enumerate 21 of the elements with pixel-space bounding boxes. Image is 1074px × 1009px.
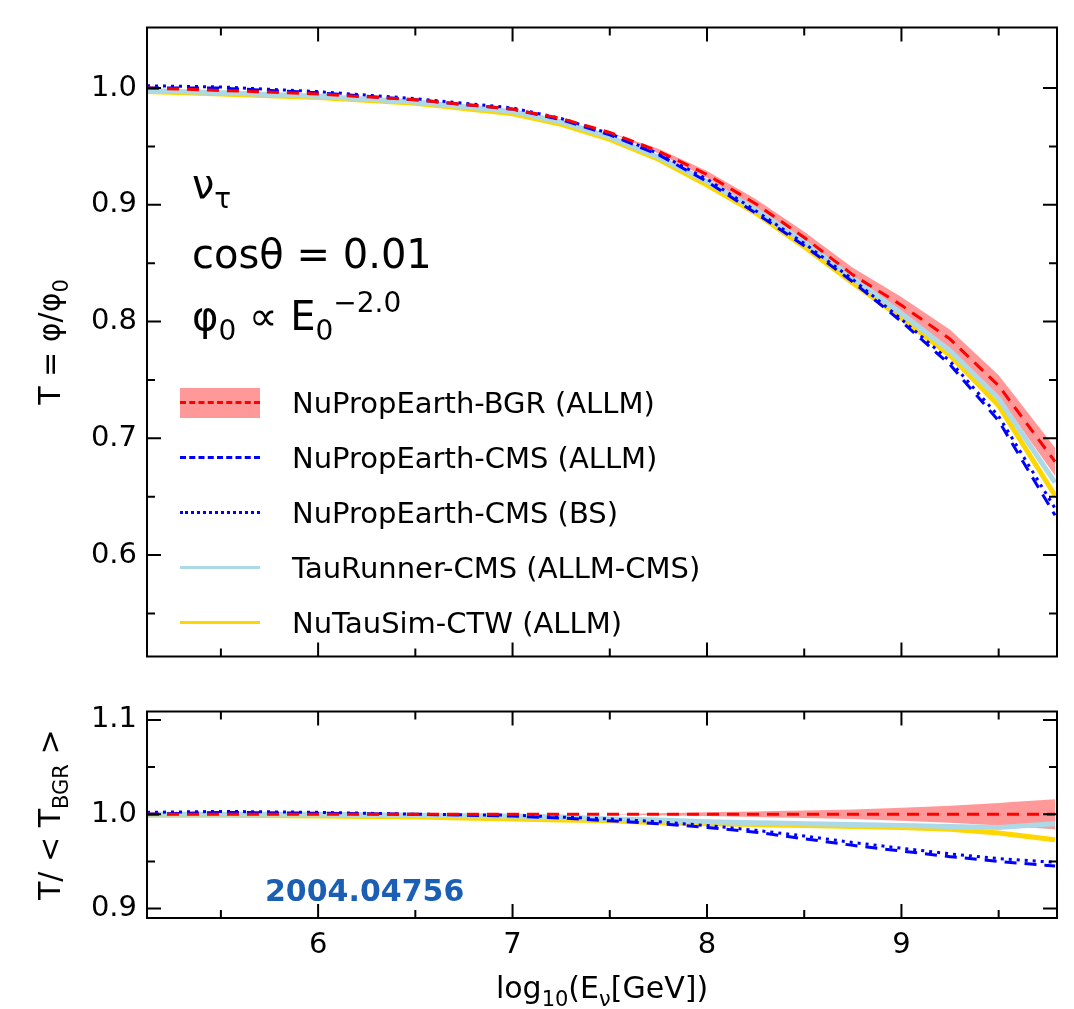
legend-label: NuPropEarth-BGR (ALLM) [292,385,655,420]
y-tick-label: 0.6 [90,535,137,570]
y-tick-label: 0.8 [90,302,137,337]
annotation: cosθ = 0.01 [192,231,432,277]
legend-label: NuPropEarth-CMS (ALLM) [292,440,658,475]
y-tick-label: 0.9 [90,889,137,924]
y-axis-title: T = φ/φ0 [32,279,73,406]
x-tick-label: 9 [892,925,911,960]
legend-label: NuPropEarth-CMS (BS) [292,495,619,530]
legend-label: TauRunner-CMS (ALLM-CMS) [292,550,701,585]
y-tick-label: 1.1 [90,700,137,735]
y-tick-label: 1.0 [90,68,137,103]
y-axis-title: T/ < TBGR > [32,729,73,901]
x-tick-label: 6 [308,925,328,960]
y-tick-label: 1.0 [90,794,137,829]
x-tick-label: 8 [697,925,717,960]
annotation: 2004.04756 [265,873,465,909]
x-tick-label: 7 [503,925,522,960]
y-tick-label: 0.9 [90,185,137,220]
legend-label: NuTauSim-CTW (ALLM) [292,605,622,640]
y-tick-label: 0.7 [90,418,137,453]
